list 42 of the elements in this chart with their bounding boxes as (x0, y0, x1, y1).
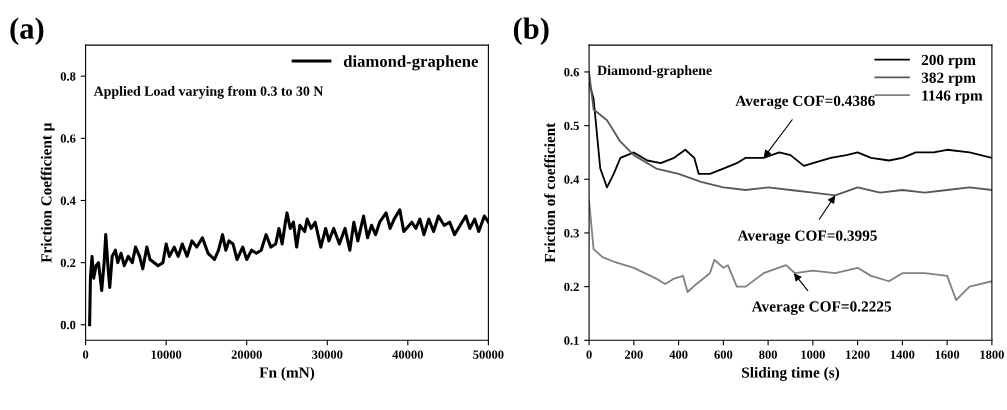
y-tick-label: 0.2 (564, 282, 579, 292)
legend-label: 1146 rpm (922, 90, 983, 104)
x-tick-label: 50000 (473, 350, 504, 359)
y-tick-label: 0.1 (564, 336, 579, 345)
x-tick-label: 800 (759, 350, 778, 359)
y-tick-label: 0.6 (60, 134, 76, 143)
y-tick-label: 0.3 (564, 228, 579, 238)
x-tick-label: 1000 (801, 350, 825, 359)
x-tick-label: 1600 (935, 350, 960, 359)
annotation: Average COF=0.4386 (735, 95, 875, 110)
x-tick-label: 30000 (312, 350, 343, 359)
y-tick-label: 0.0 (60, 320, 76, 330)
x-tick-label: 200 (625, 350, 643, 359)
x-tick-label: 600 (714, 350, 733, 359)
annotation: Average COF=0.3995 (737, 230, 877, 244)
x-tick-label: 0 (82, 350, 89, 359)
y-tick-label: 0.5 (564, 121, 579, 131)
y-tick-label: 0.4 (60, 196, 76, 205)
chart-title: (a) (10, 17, 44, 46)
x-axis-title: Sliding time (s) (742, 366, 840, 381)
annotation: Diamond-graphene (597, 65, 712, 79)
y-tick-label: 0.4 (564, 175, 580, 184)
annotation: Applied Load varying from 0.3 to 30 N (93, 85, 324, 99)
y-tick-label: 0.6 (564, 67, 580, 77)
annotation: Average COF=0.2225 (751, 301, 892, 315)
y-axis-title: Friction of coefficient (544, 122, 556, 263)
x-tick-label: 10000 (151, 350, 182, 359)
legend-label: 382 rpm (921, 72, 976, 86)
legend-label: 200 rpm (921, 54, 976, 69)
x-tick-label: 1200 (846, 350, 870, 359)
y-tick-label: 0.8 (60, 72, 76, 81)
x-tick-label: 1400 (890, 350, 915, 359)
y-axis-title: Friction Coefficient μ (40, 122, 55, 263)
x-axis-title: Fn (mN) (259, 366, 315, 381)
chart-title: (b) (513, 17, 549, 46)
x-tick-label: 400 (669, 350, 688, 359)
x-tick-label: 0 (586, 350, 592, 359)
legend-label: diamond-graphene (343, 55, 478, 71)
y-tick-label: 0.2 (60, 258, 76, 268)
x-tick-label: 1800 (980, 350, 1004, 359)
x-tick-label: 20000 (231, 350, 262, 359)
x-tick-label: 40000 (392, 350, 423, 359)
